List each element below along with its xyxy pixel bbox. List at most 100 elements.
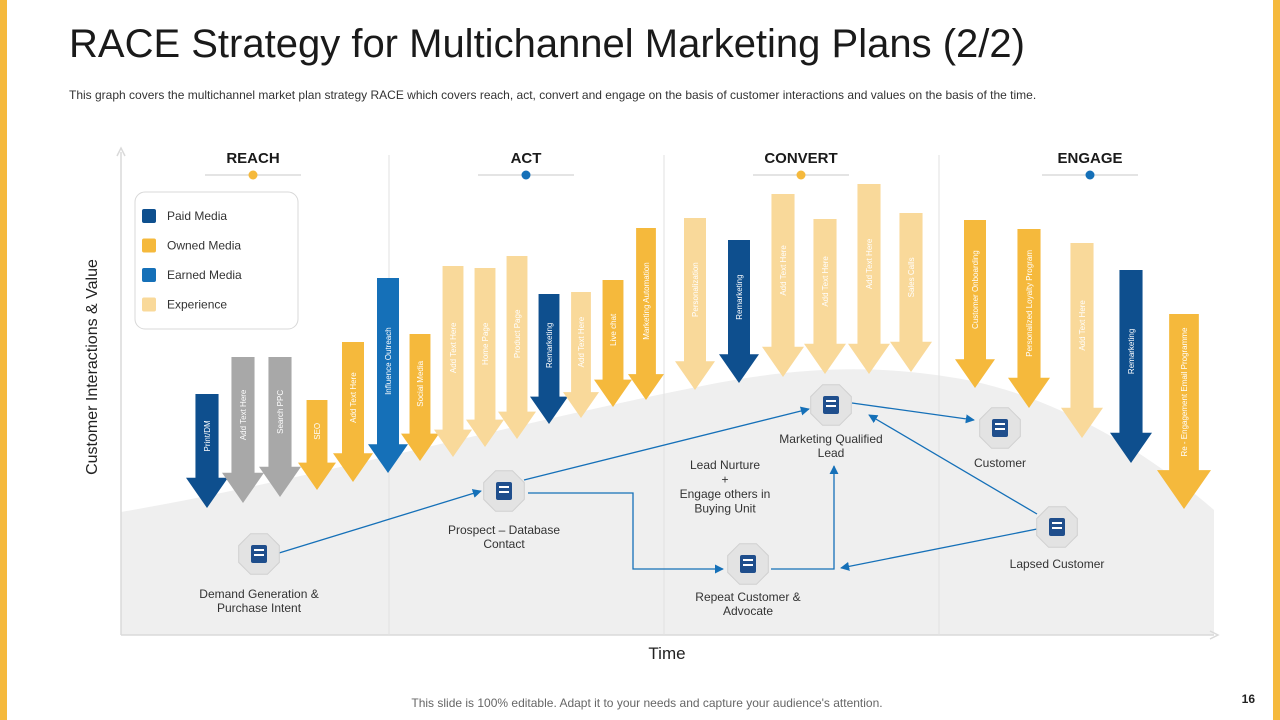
channel-arrow [298,400,336,490]
channel-arrow [628,228,664,400]
stage-dot [796,170,806,180]
lapsed-user-icon-line [1052,522,1062,524]
channel-arrow [186,394,228,508]
node-label: Demand Generation & [199,587,318,601]
node-label: Contact [483,537,525,551]
stage-header-reach: REACH [226,150,279,167]
channel-arrow [1157,314,1211,509]
channel-arrow-label: Add Text Here [349,372,358,423]
flow-connector [851,402,975,424]
channel-arrow-label: Print/DM [203,420,212,451]
channel-arrow-label: Remarketing [545,323,554,368]
channel-arrow [675,218,715,390]
channel-arrow-label: Home Page [481,322,490,365]
node-label: Advocate [723,604,773,618]
x-axis-label: Time [648,644,685,663]
stage-header-convert: CONVERT [764,150,837,167]
stage-dot [1085,170,1095,180]
channel-arrow-label: Personalized Loyalty Program [1025,250,1034,357]
lead-nurture-text: Lead Nurture [690,458,760,472]
channel-arrow [333,342,373,482]
channel-arrow-label: Add Text Here [821,256,830,307]
stage-header-act: ACT [511,150,542,167]
legend-label: Earned Media [167,268,242,282]
channel-arrow-label: SEO [313,423,322,440]
customer-icon-line [995,428,1005,430]
channel-arrow-label: Add Text Here [1078,300,1087,351]
refresh-user-icon-line [743,564,753,566]
channel-arrow [222,357,264,503]
channel-arrow-label: Remarketing [1127,329,1136,374]
channel-arrow-label: Add Text Here [449,322,458,373]
legend-label: Owned Media [167,239,241,253]
lead-nurture-text: Engage others in [680,487,771,501]
legend-swatch [142,297,156,312]
lapsed-user-icon-line [1052,527,1062,529]
database-icon-line [499,491,509,493]
channel-arrow [1008,229,1050,408]
channel-arrow-label: Marketing Automation [642,262,651,339]
clipboard-icon [823,396,839,414]
database-icon-line [499,486,509,488]
legend-swatch [142,268,156,282]
channel-arrow [466,268,504,447]
database-icon [496,482,512,500]
channel-arrow [401,334,439,461]
channel-arrow [368,278,408,473]
page-number: 16 [1241,692,1255,706]
channel-arrow [594,280,632,407]
channel-arrow [1110,270,1152,463]
channel-arrow-label: Customer Onboarding [971,250,980,329]
node-label: Marketing Qualified [779,432,882,446]
footer-note: This slide is 100% editable. Adapt it to… [411,696,883,710]
channel-arrow [955,220,995,388]
legend-box [134,191,299,330]
customer-icon-line [995,423,1005,425]
channel-arrow-label: Re - Engagement Email Programme [1180,327,1189,456]
growth-chart-icon [251,545,267,563]
legend-label: Experience [167,298,227,312]
y-axis-label: Customer Interactions & Value [84,259,101,475]
channel-arrow [762,194,804,377]
channel-arrow-label: Add Text Here [779,245,788,296]
customer-icon [992,419,1008,437]
growth-chart-icon-line [254,549,264,551]
channel-arrow-label: Social Media [416,360,425,406]
channel-arrow [259,357,301,497]
channel-arrow [563,292,599,418]
node-label: Prospect – Database [448,523,560,537]
node-label: Repeat Customer & [695,590,800,604]
page-subtitle: This graph covers the multichannel marke… [69,88,1037,102]
channel-arrow-label: Remarketing [735,274,744,319]
flow-connector [771,465,839,570]
flow-connector [523,406,810,481]
clipboard-icon-line [826,400,836,402]
channel-arrow-label: Add Text Here [577,316,586,367]
channel-arrow [890,213,932,372]
flow-connector [868,414,1038,515]
background-hill [121,369,1214,635]
legend-label: Paid Media [167,209,227,223]
channel-arrow-label: Sales Calls [907,257,916,297]
channel-arrow-label: Search PPC [276,390,285,434]
channel-arrow-label: Personalization [691,262,700,317]
channel-arrow-label: Product Page [513,309,522,358]
channel-arrow-label: Live chat [609,313,618,346]
channel-arrow-label: Add Text Here [865,238,874,289]
clipboard-icon-line [826,405,836,407]
refresh-user-icon [740,555,756,573]
flow-connector [278,489,482,554]
legend-swatch [142,238,156,253]
lead-nurture-text: + [721,473,728,487]
legend-swatch [142,209,156,223]
channel-arrow-label: Influence Outreach [384,327,393,395]
lead-nurture-text: Buying Unit [694,502,756,516]
stage-dot [521,170,531,180]
node-label: Lead [818,446,845,460]
page-title: RACE Strategy for Multichannel Marketing… [69,22,1025,66]
race-diagram: Customer Interactions & Value Time REACH AC… [84,146,1220,663]
channel-arrow-label: Add Text Here [239,389,248,440]
y-axis-head [116,146,126,157]
growth-chart-icon-line [254,554,264,556]
